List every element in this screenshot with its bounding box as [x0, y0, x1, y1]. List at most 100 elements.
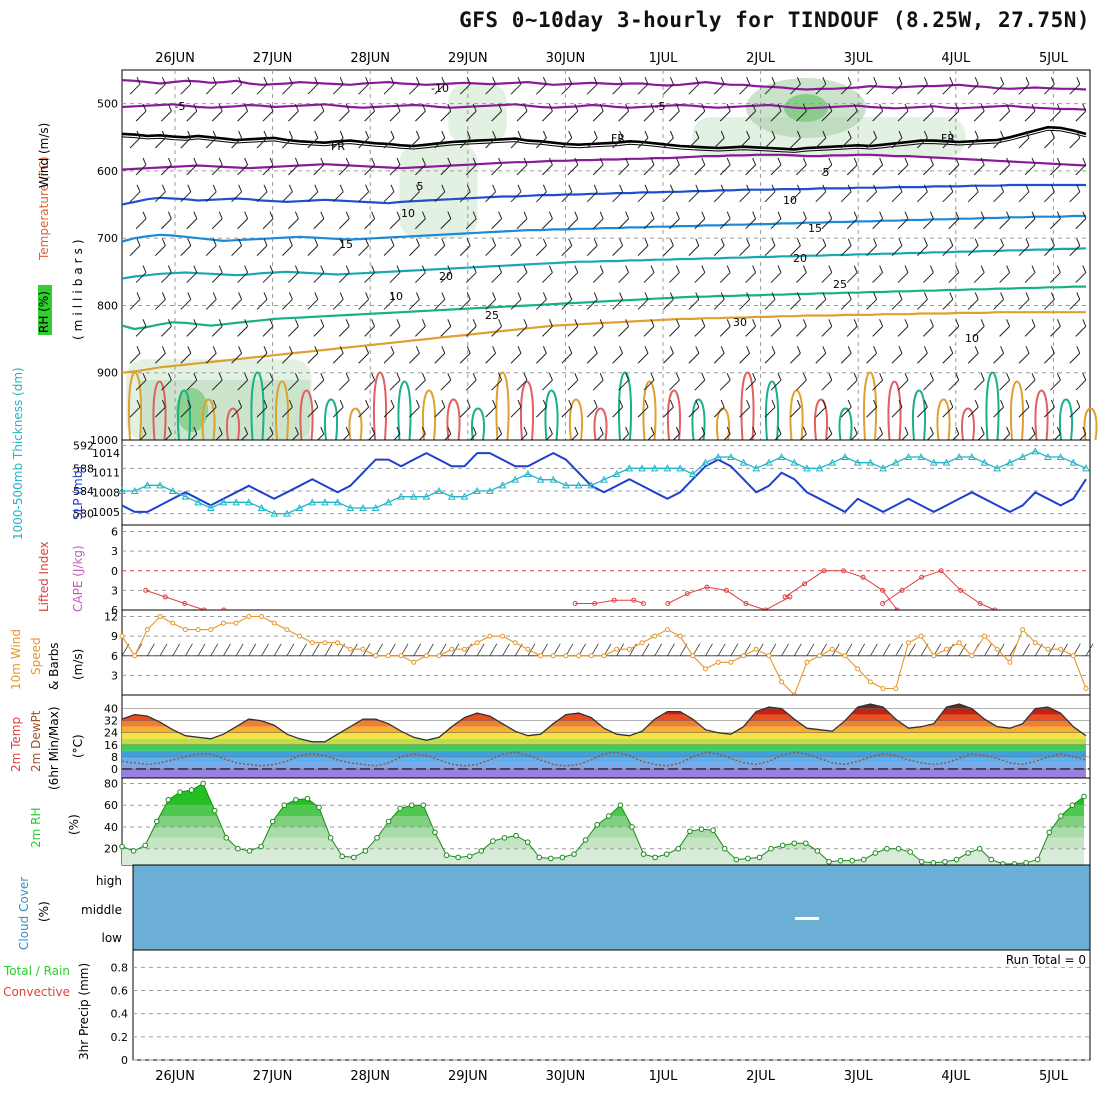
- wind-barb-staff: [415, 272, 426, 283]
- t2m-band: [122, 768, 1086, 778]
- wind-barb-staff: [1018, 352, 1030, 364]
- wind-barb-flag: [396, 211, 401, 219]
- isotherm-30: [121, 311, 1086, 374]
- thickness-marker: [168, 486, 177, 494]
- wind-barb-staff: [155, 406, 166, 418]
- wind-barb: [973, 157, 985, 176]
- wind-barb-flag: [929, 265, 934, 273]
- wind-barb: [567, 319, 579, 337]
- wind-barb-flag: [873, 346, 878, 354]
- wind-barb-flag: [161, 184, 166, 193]
- wind-barb-flag: [1025, 76, 1030, 85]
- wind-barb-flag: [828, 211, 833, 219]
- wind-barb: [821, 265, 833, 283]
- wind-barb-staff: [1075, 272, 1087, 283]
- wind-barb: [999, 103, 1011, 122]
- wind-barb-staff: [231, 406, 242, 418]
- wind-barb-flag: [777, 265, 782, 273]
- wind-barb-flag: [669, 130, 674, 139]
- wind-barb-staff: [510, 83, 522, 95]
- wind-barb-flag: [955, 426, 960, 435]
- wind-barb-staff: [409, 352, 420, 364]
- wind-barb-flag: [847, 346, 852, 354]
- wind10m-speed-marker: [690, 653, 696, 659]
- wind-barb-flag: [345, 157, 350, 166]
- wind-barb-staff: [358, 299, 369, 310]
- wind-barb-staff: [1024, 272, 1036, 283]
- wind-barb-flag: [949, 130, 954, 139]
- wind-barb: [434, 76, 446, 95]
- wind-barb: [796, 103, 807, 122]
- wind-barb: [637, 184, 649, 203]
- wind-barb-flag: [1056, 372, 1061, 381]
- isotherm-surface-25: [471, 407, 485, 441]
- wind-barb-staff: [542, 326, 553, 337]
- wind-barb: [135, 211, 147, 230]
- wind-barb-staff: [592, 164, 604, 176]
- wind-barb-flag: [746, 346, 751, 354]
- wind-barb: [536, 399, 547, 418]
- wind-barb-staff: [1069, 406, 1081, 418]
- wind-barb-staff: [891, 406, 903, 418]
- wind10m-barb: [1085, 643, 1094, 656]
- wind-barb-flag: [161, 76, 166, 85]
- wind-barb-staff: [313, 164, 325, 176]
- wind-barb: [821, 211, 833, 230]
- wind-barb: [917, 130, 928, 149]
- rh2m-tick-label: 20: [104, 843, 118, 856]
- wind-barb: [719, 103, 731, 122]
- wind-barb-staff: [307, 406, 319, 418]
- wind-barb: [618, 319, 630, 337]
- wind-barb: [364, 211, 376, 230]
- thickness-marker: [701, 458, 710, 466]
- wind-barb-staff: [663, 406, 674, 418]
- isotherm-0-double: [121, 129, 1087, 153]
- wind-barb-flag: [619, 346, 624, 354]
- thickness-marker: [1069, 458, 1078, 466]
- wind-barb: [135, 319, 147, 337]
- wind-barb-flag: [599, 426, 604, 435]
- wind-barb-staff: [332, 191, 344, 203]
- wind-barb-staff: [282, 137, 293, 149]
- wind-barb: [180, 292, 192, 310]
- wind-barb-flag: [288, 76, 293, 85]
- wind-barb-flag: [593, 238, 598, 246]
- wind-barb-flag: [421, 211, 426, 219]
- thickness-marker: [194, 498, 202, 506]
- wind-barb: [586, 399, 598, 418]
- wind-barb-staff: [669, 379, 680, 391]
- wind-barb-staff: [155, 245, 166, 256]
- wind-barb: [307, 238, 319, 256]
- wind-barb-staff: [821, 326, 833, 337]
- wind-barb-staff: [332, 83, 344, 95]
- isotherm-surface-35: [519, 380, 535, 441]
- thickness-marker: [676, 464, 684, 472]
- wind-barb: [637, 292, 649, 310]
- rh2m-marker: [443, 852, 450, 859]
- isotherm-surface-35: [814, 398, 828, 441]
- wind-barb-flag: [136, 399, 141, 408]
- wind-barb-flag: [593, 184, 598, 193]
- wind10m-speed-marker: [246, 614, 252, 620]
- wind10m-speed-marker: [994, 646, 1000, 652]
- wind-barb-staff: [592, 272, 604, 283]
- wind-barb-staff: [612, 352, 623, 364]
- wind-barb: [973, 319, 985, 337]
- wind-barb-flag: [923, 184, 928, 193]
- wind-barb: [694, 157, 706, 176]
- wind-barb: [745, 157, 757, 176]
- wind-barb-flag: [548, 157, 553, 166]
- isotherm-surface-30: [936, 398, 951, 441]
- wind-barb: [516, 265, 528, 283]
- contour-label: 20: [793, 252, 807, 265]
- wind-barb-flag: [212, 399, 217, 408]
- wind-barb: [764, 292, 776, 310]
- rh2m-marker: [524, 839, 531, 845]
- wind-barb-staff: [637, 245, 649, 256]
- wind-barb: [688, 184, 700, 203]
- wind-barb-staff: [815, 352, 827, 364]
- wind-barb-staff: [1018, 299, 1030, 310]
- wind-barb-staff: [846, 326, 858, 337]
- wind-barb-staff: [186, 326, 198, 337]
- rh2m-marker: [594, 821, 601, 828]
